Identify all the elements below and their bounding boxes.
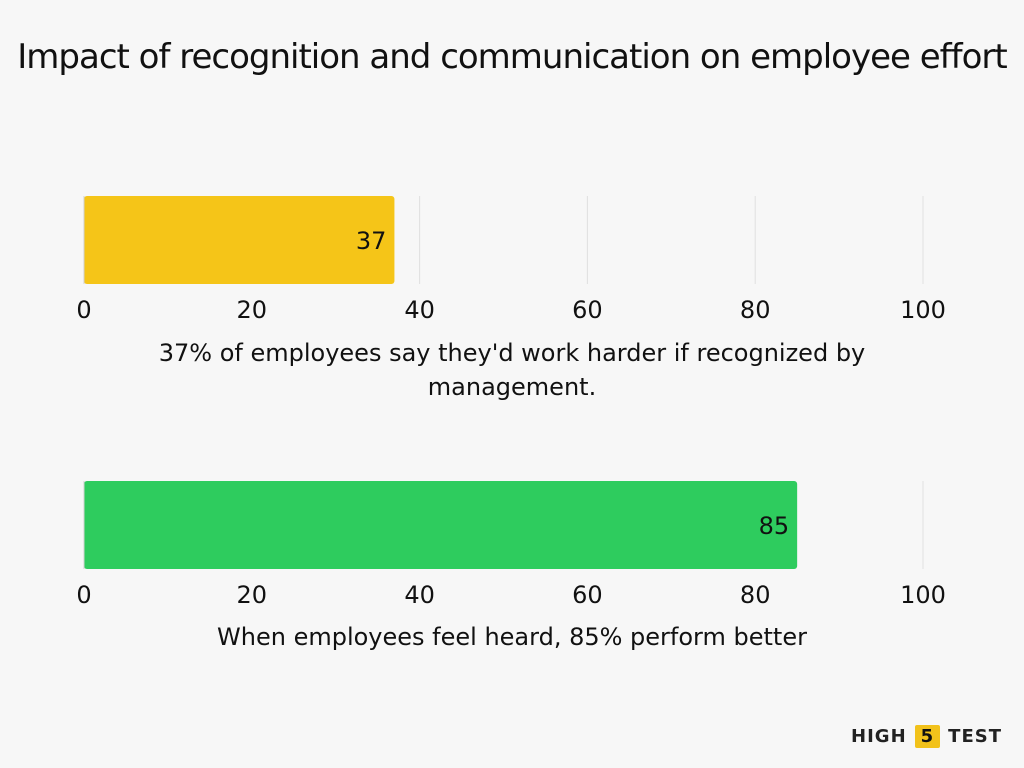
- logo-number-box: 5: [914, 725, 941, 748]
- chart-title: Impact of recognition and communication …: [17, 37, 1007, 77]
- chart-1-tick-label: 60: [572, 296, 603, 324]
- chart-2-tick-label: 20: [237, 581, 268, 609]
- chart-2-tick-label: 80: [740, 581, 771, 609]
- chart-1-data-label: 37: [356, 227, 387, 255]
- chart-1-tick-label: 40: [404, 296, 435, 324]
- chart-1-tick-label: 100: [900, 296, 946, 324]
- logo-text-left: HIGH: [851, 726, 907, 747]
- chart-1-bar: [84, 196, 395, 284]
- logo-text-right: TEST: [948, 726, 1002, 747]
- chart-1-tick-label: 0: [76, 296, 91, 324]
- brand-logo: HIGH 5 TEST: [851, 725, 1002, 748]
- chart-2-data-label: 85: [759, 512, 790, 540]
- chart-2-caption: When employees feel heard, 85% perform b…: [217, 623, 807, 651]
- chart-1-tick-label: 80: [740, 296, 771, 324]
- chart-2-bar: [84, 481, 798, 569]
- chart-2-tick-label: 40: [404, 581, 435, 609]
- chart-1-tick-label: 20: [237, 296, 268, 324]
- chart-2-tick-label: 100: [900, 581, 946, 609]
- chart-2-tick-label: 0: [76, 581, 91, 609]
- chart-1-caption: 37% of employees say they'd work harder …: [158, 339, 866, 401]
- chart-2-tick-label: 60: [572, 581, 603, 609]
